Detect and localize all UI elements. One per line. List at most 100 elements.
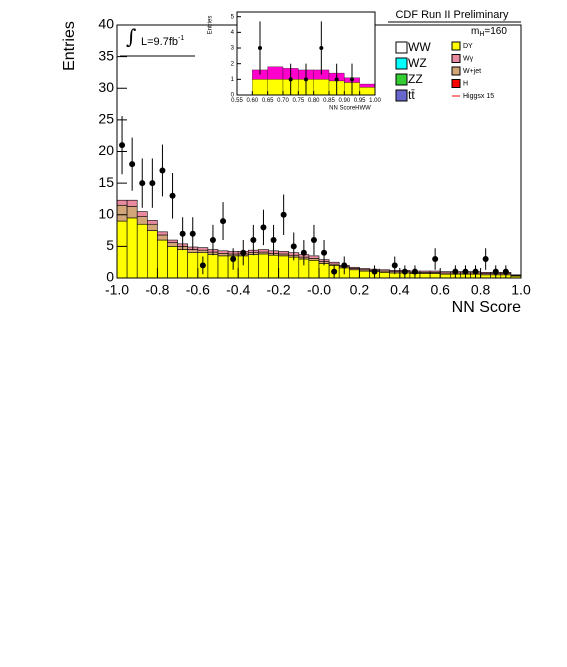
x-tick-label: 0.55 [231,98,243,104]
legend-swatch [395,89,408,102]
hist-bar [207,254,219,279]
hist-bar [167,246,178,279]
hist-bar [359,83,376,88]
x-tick-label: -0.2 [267,281,291,297]
x-tick-label: 1.00 [369,98,381,104]
integral-sign: ∫ [126,25,136,49]
hist-bar [429,270,441,273]
data-point [209,237,216,244]
data-point [310,237,317,244]
hist-bar [258,249,269,253]
hist-bar [439,273,451,279]
y-tick-label: 3 [231,46,235,52]
data-point [371,268,378,275]
y-tick-label: 15 [98,174,114,190]
y-tick-label: 4 [231,30,235,36]
axes-box [236,11,376,96]
hist-bar [252,79,268,96]
data-point [432,256,439,263]
y-tick-label: 30 [98,79,114,95]
hist-bar [348,266,360,269]
hist-bar [197,249,209,253]
y-tick-label: 25 [98,111,114,127]
hist-bar [248,254,259,279]
data-point [492,268,499,275]
y-tick-label: 5 [106,237,114,253]
data-point [139,180,146,187]
data-point [199,262,206,269]
hist-bar [147,223,158,231]
hist-bar [359,268,370,271]
inset-y-label: Entries [208,16,214,35]
legend-label: Higgsx 15 [463,93,494,100]
data-point [411,268,418,275]
hist-bar [187,252,199,279]
hist-bar [278,251,290,255]
data-point [462,268,469,275]
y-tick-label: 5 [231,14,235,20]
y-tick-label: 40 [98,16,114,32]
data-point [290,243,297,250]
x-tick-label: -0.6 [186,281,210,297]
hist-bar [126,206,138,219]
data-point [319,46,324,51]
data-point [129,161,136,168]
legend-label: tt̄ [408,88,415,102]
hist-bar [328,261,340,265]
x-axis-label: NN Score [452,299,521,316]
x-tick-label: -0.4 [226,281,250,297]
data-point [240,249,247,256]
x-tick-label: 0.4 [390,281,410,297]
legend-swatch [395,41,408,54]
data-point [401,268,408,275]
x-tick-label: -0.0 [307,281,331,297]
data-point [321,249,328,256]
hist-bar [510,274,522,276]
y-tick-label: 1 [231,77,235,83]
hist-bar [348,269,360,279]
x-tick-label: 0.90 [338,98,350,104]
hist-bar [147,220,158,225]
x-tick-label: -1.0 [105,281,129,297]
mass-rest: =160 [484,26,507,37]
hist-bar [267,66,284,80]
legend-swatch [395,57,408,70]
hist-bar [116,204,128,222]
hist-bar [116,220,128,279]
lumi-sup: -1 [178,35,184,42]
hist-bar [167,239,178,243]
data-point [350,77,354,82]
x-tick-label: 1.0 [511,281,531,297]
legend-swatch [451,54,461,63]
data-point [250,237,257,244]
legend-label: DY [463,43,473,50]
data-point [258,46,262,51]
hist-bar [136,223,148,279]
hist-bar [197,247,209,251]
x-tick-label: -0.8 [145,281,169,297]
y-tick-label: 0 [106,269,114,285]
y-tick-label: 20 [98,142,114,158]
data-point [391,262,398,269]
hist-bar [157,234,168,241]
data-point [159,167,166,174]
data-point [331,268,338,275]
hist-bar [258,253,269,279]
x-tick-label: 0.65 [262,98,274,104]
hist-bar [116,199,128,206]
y-tick-label: 0 [231,93,235,99]
data-point [288,77,293,82]
hist-bar [419,273,431,279]
x-tick-label: 0.70 [277,98,289,104]
data-point [482,256,489,263]
data-point [189,230,196,237]
hist-bar [313,79,330,96]
data-point [220,218,227,225]
legend-label: WW [408,40,431,54]
lumi-text: L=9.7fb [141,36,178,48]
hist-bar [177,249,189,279]
hist-bar [268,254,279,279]
data-point [334,77,339,82]
hist-bar [136,216,148,225]
hist-bar [126,199,138,207]
